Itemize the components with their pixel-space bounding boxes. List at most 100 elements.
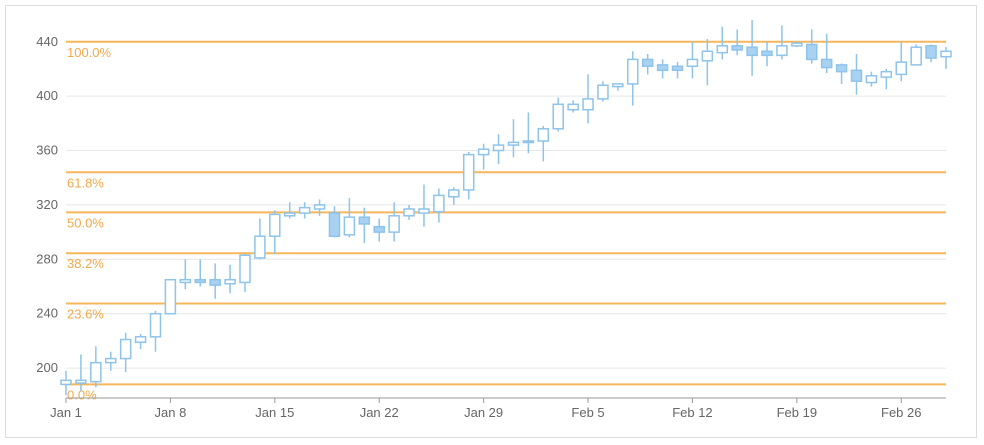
candle bbox=[477, 143, 490, 170]
candle-body bbox=[90, 361, 102, 383]
fib-level-label: 61.8% bbox=[67, 175, 104, 190]
candle-body bbox=[507, 141, 520, 146]
x-tick-label: Jan 29 bbox=[464, 405, 503, 420]
candle-body bbox=[134, 336, 147, 344]
candle bbox=[522, 112, 535, 154]
candle bbox=[298, 202, 311, 219]
candle bbox=[791, 41, 803, 48]
candle bbox=[627, 51, 639, 106]
grid-lines bbox=[66, 41, 946, 369]
x-tick-label: Feb 19 bbox=[777, 405, 817, 420]
candle-body bbox=[224, 278, 236, 285]
candle-body bbox=[328, 212, 341, 237]
candle bbox=[283, 202, 296, 219]
candle bbox=[880, 68, 893, 90]
fibonacci-levels: 100.0% 61.8% 50.0% 38.2% 23.6% 0.0% bbox=[66, 40, 946, 402]
candle bbox=[209, 263, 221, 299]
candle bbox=[403, 204, 415, 220]
candle bbox=[388, 202, 400, 242]
fib-level-label: 23.6% bbox=[67, 307, 104, 322]
candle bbox=[671, 62, 684, 79]
candle bbox=[895, 41, 908, 82]
candle-body bbox=[865, 74, 878, 84]
candle-body bbox=[254, 235, 266, 259]
candle bbox=[90, 346, 102, 388]
candle bbox=[910, 44, 922, 66]
candle-body bbox=[850, 69, 863, 82]
candle-body bbox=[462, 153, 475, 191]
candle-body bbox=[149, 312, 162, 338]
candle-body bbox=[209, 278, 221, 286]
candle bbox=[179, 259, 192, 290]
candle-body bbox=[403, 208, 415, 217]
candle bbox=[865, 71, 878, 87]
candle-body bbox=[791, 42, 803, 47]
candle-body bbox=[358, 216, 371, 225]
candle bbox=[582, 74, 594, 124]
chart-frame bbox=[5, 5, 977, 438]
candle bbox=[835, 63, 848, 84]
x-tick-label: Feb 26 bbox=[881, 405, 921, 420]
candle bbox=[925, 44, 937, 63]
candle-body bbox=[179, 278, 192, 284]
candle bbox=[462, 151, 475, 200]
candles bbox=[60, 20, 952, 396]
candle-body bbox=[656, 64, 669, 72]
candle-body bbox=[776, 45, 788, 57]
candle-body bbox=[641, 58, 654, 67]
candle bbox=[119, 332, 132, 373]
candle bbox=[597, 81, 609, 102]
x-tick-label: Jan 22 bbox=[360, 405, 399, 420]
candle-body bbox=[298, 206, 311, 214]
candle bbox=[134, 334, 147, 350]
candle bbox=[164, 278, 177, 315]
candle-body bbox=[60, 379, 72, 386]
candle-body bbox=[343, 216, 356, 236]
candle-body bbox=[119, 338, 132, 360]
candle bbox=[194, 259, 206, 287]
candle-body bbox=[671, 65, 684, 72]
candle-body bbox=[835, 64, 848, 73]
candle bbox=[716, 26, 729, 60]
candle-body bbox=[686, 58, 699, 67]
candle-body bbox=[597, 84, 609, 100]
candle bbox=[224, 264, 236, 294]
candle-body bbox=[627, 58, 639, 85]
candle-body bbox=[880, 70, 893, 78]
candle bbox=[940, 47, 952, 69]
y-tick-label: 440 bbox=[36, 34, 58, 49]
candle-body bbox=[477, 148, 490, 156]
candle bbox=[701, 39, 714, 86]
x-tick-label: Feb 12 bbox=[672, 405, 712, 420]
y-tick-label: 400 bbox=[36, 88, 58, 103]
candle-body bbox=[433, 194, 445, 213]
fib-level-label: 50.0% bbox=[67, 215, 104, 230]
candle bbox=[104, 351, 117, 371]
candle bbox=[746, 20, 758, 76]
y-tick-label: 200 bbox=[36, 360, 58, 375]
candle bbox=[239, 253, 251, 292]
candle-body bbox=[418, 208, 430, 214]
y-tick-label: 280 bbox=[36, 251, 58, 266]
candle-body bbox=[582, 98, 594, 111]
candle-body bbox=[701, 50, 714, 62]
candle bbox=[358, 207, 371, 243]
candle bbox=[507, 119, 520, 158]
fib-level-label: 38.2% bbox=[67, 256, 104, 271]
candle bbox=[686, 41, 699, 79]
candle-body bbox=[746, 46, 758, 57]
candle-body bbox=[761, 50, 773, 57]
candle bbox=[776, 25, 788, 60]
candle bbox=[806, 29, 818, 64]
candle bbox=[343, 198, 356, 238]
y-tick-label: 240 bbox=[36, 306, 58, 321]
candle bbox=[60, 370, 72, 396]
candle bbox=[75, 354, 87, 392]
candle-body bbox=[537, 128, 550, 142]
y-tick-label: 360 bbox=[36, 143, 58, 158]
candle bbox=[448, 187, 460, 205]
candle-body bbox=[75, 379, 87, 384]
candle-body bbox=[567, 103, 579, 111]
candle-body bbox=[820, 58, 833, 69]
candle bbox=[731, 29, 743, 56]
